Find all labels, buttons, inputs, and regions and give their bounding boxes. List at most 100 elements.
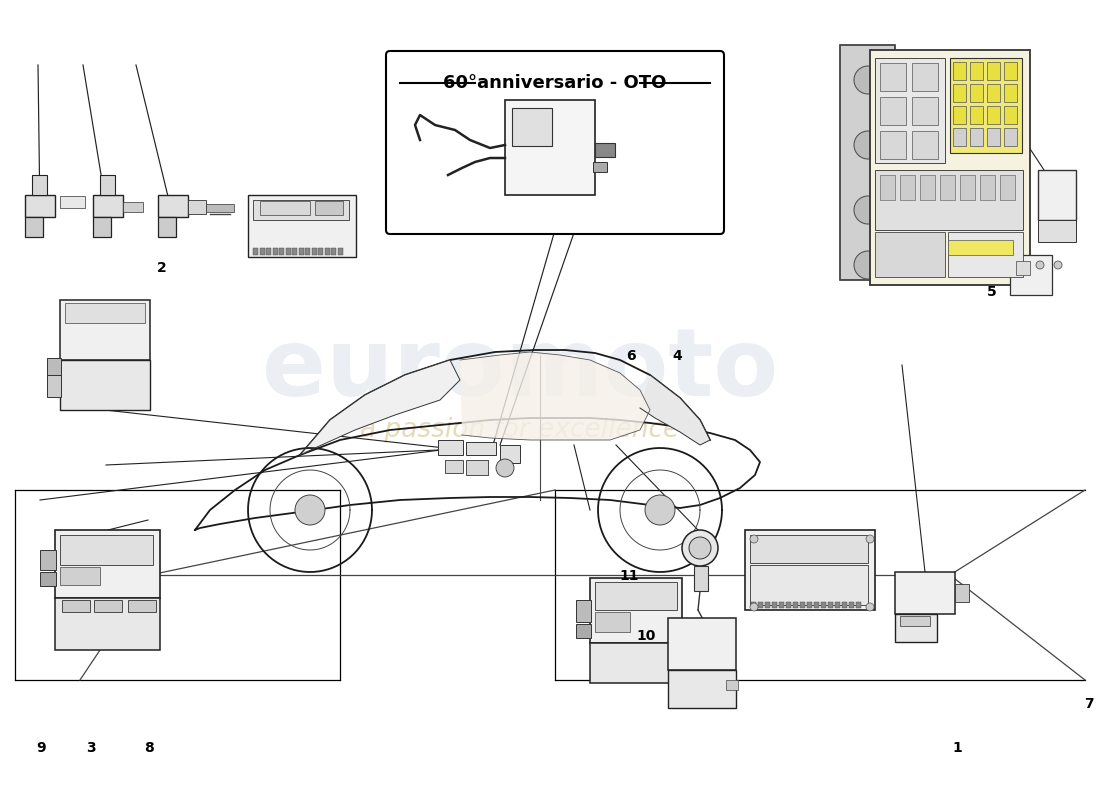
Circle shape bbox=[854, 131, 882, 159]
Bar bbox=[874, 58, 945, 163]
Bar bbox=[793, 602, 798, 608]
Bar bbox=[253, 248, 258, 255]
Bar bbox=[590, 578, 682, 643]
Bar bbox=[338, 248, 342, 255]
Bar bbox=[1016, 261, 1030, 275]
Bar bbox=[158, 195, 188, 217]
Bar bbox=[206, 204, 234, 212]
Bar bbox=[266, 248, 271, 255]
Bar bbox=[512, 108, 552, 146]
Text: 3: 3 bbox=[86, 741, 96, 755]
Bar bbox=[158, 217, 176, 237]
Bar bbox=[758, 602, 763, 608]
Bar bbox=[987, 84, 1000, 102]
FancyBboxPatch shape bbox=[386, 51, 724, 234]
Bar bbox=[60, 567, 100, 585]
Text: a passion for excellence: a passion for excellence bbox=[361, 417, 680, 443]
Bar bbox=[60, 300, 150, 360]
Bar bbox=[726, 680, 738, 690]
Bar bbox=[895, 572, 955, 614]
Bar bbox=[253, 200, 349, 220]
Bar bbox=[828, 602, 833, 608]
Bar bbox=[668, 670, 736, 708]
Bar bbox=[874, 170, 1023, 230]
Bar bbox=[772, 602, 777, 608]
Bar bbox=[840, 45, 895, 280]
Circle shape bbox=[854, 66, 882, 94]
Text: 8: 8 bbox=[144, 741, 154, 755]
Text: 11: 11 bbox=[619, 569, 639, 583]
Text: euromoto: euromoto bbox=[262, 324, 778, 416]
Circle shape bbox=[1054, 261, 1062, 269]
Bar bbox=[980, 175, 996, 200]
Bar bbox=[62, 600, 90, 612]
Circle shape bbox=[1036, 261, 1044, 269]
Bar bbox=[874, 232, 945, 277]
Bar bbox=[590, 643, 682, 683]
Bar bbox=[953, 128, 966, 146]
Bar bbox=[60, 196, 85, 208]
Bar bbox=[1000, 175, 1015, 200]
Bar bbox=[25, 195, 55, 217]
Bar bbox=[466, 442, 496, 455]
Polygon shape bbox=[300, 360, 460, 455]
Bar bbox=[948, 240, 1013, 255]
Bar bbox=[750, 565, 868, 605]
Bar bbox=[593, 162, 607, 172]
Bar bbox=[94, 217, 111, 237]
Bar bbox=[849, 602, 854, 608]
Bar bbox=[55, 598, 160, 650]
Bar bbox=[940, 175, 955, 200]
Bar bbox=[870, 50, 1030, 285]
Bar bbox=[1004, 128, 1018, 146]
Bar bbox=[25, 217, 43, 237]
Bar bbox=[94, 600, 122, 612]
Bar bbox=[60, 535, 153, 565]
Bar bbox=[900, 175, 915, 200]
Text: 60°anniversario - OTO: 60°anniversario - OTO bbox=[443, 74, 667, 92]
Bar bbox=[912, 97, 938, 125]
Bar bbox=[128, 600, 156, 612]
Circle shape bbox=[645, 495, 675, 525]
Bar bbox=[279, 248, 284, 255]
Bar bbox=[953, 106, 966, 124]
Bar bbox=[880, 175, 895, 200]
Bar bbox=[856, 602, 861, 608]
Bar bbox=[273, 248, 277, 255]
Bar bbox=[1004, 62, 1018, 80]
Polygon shape bbox=[640, 375, 710, 445]
Bar bbox=[987, 128, 1000, 146]
Text: 6: 6 bbox=[626, 349, 636, 363]
Bar bbox=[912, 131, 938, 159]
Bar bbox=[750, 535, 868, 563]
Bar bbox=[920, 175, 935, 200]
Bar bbox=[260, 248, 264, 255]
Bar bbox=[60, 360, 150, 410]
Bar bbox=[100, 175, 116, 195]
Bar bbox=[595, 612, 630, 632]
Bar bbox=[987, 62, 1000, 80]
Bar bbox=[970, 106, 983, 124]
Circle shape bbox=[689, 537, 711, 559]
Bar bbox=[955, 584, 969, 602]
Polygon shape bbox=[460, 352, 650, 440]
Bar bbox=[595, 582, 676, 610]
Bar bbox=[331, 248, 335, 255]
Circle shape bbox=[866, 603, 874, 611]
Circle shape bbox=[295, 495, 324, 525]
Bar bbox=[960, 175, 975, 200]
Bar bbox=[948, 232, 1023, 277]
Bar bbox=[260, 201, 310, 215]
Bar bbox=[912, 63, 938, 91]
Bar bbox=[248, 195, 356, 257]
Bar bbox=[900, 616, 930, 626]
Bar bbox=[40, 550, 56, 570]
Text: 2: 2 bbox=[157, 261, 167, 275]
Bar bbox=[32, 175, 47, 195]
Bar bbox=[305, 248, 310, 255]
Bar bbox=[880, 63, 906, 91]
Bar bbox=[47, 358, 60, 375]
Text: 7: 7 bbox=[1085, 697, 1093, 711]
Text: 4: 4 bbox=[672, 349, 682, 363]
Bar bbox=[668, 618, 736, 670]
